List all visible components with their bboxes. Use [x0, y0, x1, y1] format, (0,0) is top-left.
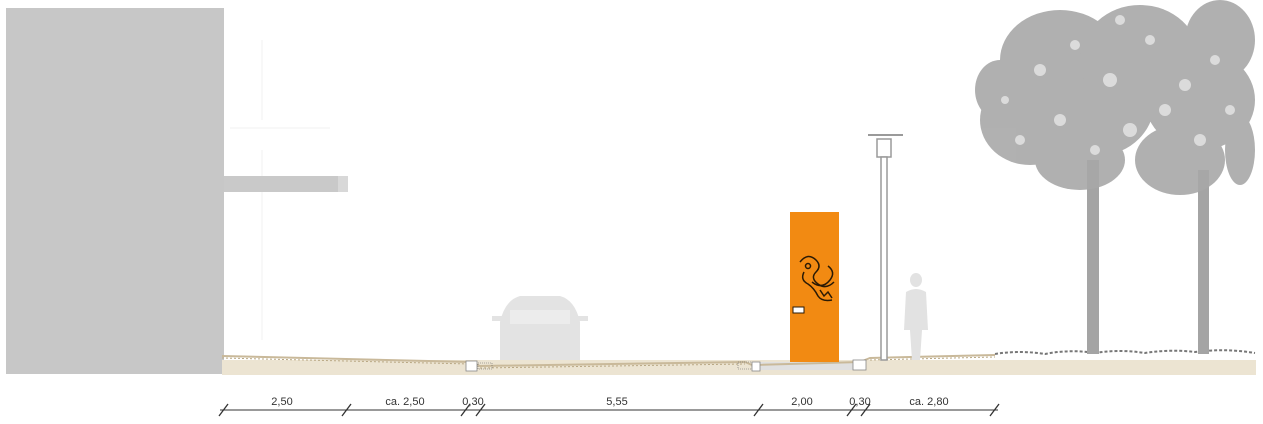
dimension-chain: 2,50 ca. 2,50 0,30 5,55 2,00 0,30 ca. 2,…	[218, 396, 1000, 417]
dimension-tick	[475, 403, 486, 417]
tree-group	[975, 0, 1255, 354]
dimension-tick	[341, 403, 352, 417]
kiosk-body	[790, 212, 839, 362]
curb-left	[465, 360, 478, 372]
street-lamp	[868, 134, 903, 361]
curb-lamp	[852, 359, 867, 371]
building-canopy	[224, 176, 346, 192]
kiosk-path	[752, 362, 854, 370]
ground-band	[222, 360, 1256, 375]
dimension-label: 5,55	[606, 396, 627, 408]
dimension-tick	[989, 403, 1000, 417]
dimension-label: 0,30	[462, 396, 483, 408]
nameplate-icon	[792, 306, 805, 314]
building	[6, 8, 348, 374]
tree-trunk-1	[1087, 160, 1099, 354]
dimension-tick	[460, 403, 471, 417]
tree-trunk-2	[1198, 170, 1209, 354]
dimension-label: ca. 2,80	[909, 396, 948, 408]
dragon-logo-icon	[799, 255, 835, 302]
building-facade	[6, 8, 224, 374]
dimension-ticks	[218, 403, 1000, 417]
dimension-tick	[218, 403, 229, 417]
pedestrian-silhouette	[904, 273, 928, 360]
dimension-label: 0,30	[849, 396, 870, 408]
car-silhouette	[492, 296, 588, 360]
dimension-tick	[860, 403, 871, 417]
curb-right-road	[737, 361, 753, 370]
dimension-tick	[846, 403, 857, 417]
info-kiosk	[790, 212, 839, 362]
dimension-tick	[753, 403, 764, 417]
curb-kiosk	[751, 361, 761, 372]
dimension-label: 2,00	[791, 396, 812, 408]
dimension-label: 2,50	[271, 396, 292, 408]
ground	[221, 349, 1256, 375]
dimension-label: ca. 2,50	[385, 396, 424, 408]
planting-strip	[994, 349, 1256, 356]
